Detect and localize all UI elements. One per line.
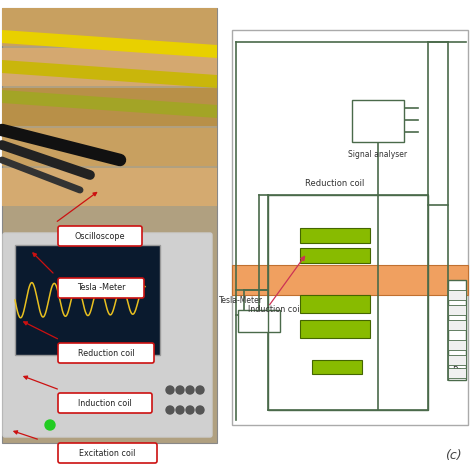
Text: Induction coil: Induction coil bbox=[78, 399, 132, 408]
FancyBboxPatch shape bbox=[3, 233, 212, 437]
Bar bbox=[448, 280, 466, 380]
Text: Reduction coil: Reduction coil bbox=[305, 179, 365, 188]
Bar bbox=[2, 128, 217, 166]
Circle shape bbox=[176, 386, 184, 394]
Text: Oscilloscope: Oscilloscope bbox=[75, 231, 125, 240]
Bar bbox=[300, 248, 370, 263]
Text: Po: Po bbox=[452, 366, 462, 375]
Bar bbox=[448, 340, 466, 350]
Polygon shape bbox=[2, 90, 217, 118]
FancyBboxPatch shape bbox=[58, 343, 154, 363]
FancyBboxPatch shape bbox=[58, 393, 152, 413]
Circle shape bbox=[196, 406, 204, 414]
Circle shape bbox=[186, 406, 194, 414]
Bar bbox=[448, 305, 466, 315]
Bar bbox=[232, 30, 468, 425]
Text: Excitation coil: Excitation coil bbox=[79, 448, 136, 457]
Text: Tesla -Meter: Tesla -Meter bbox=[77, 283, 125, 292]
FancyBboxPatch shape bbox=[58, 443, 157, 463]
Bar bbox=[300, 320, 370, 338]
Bar bbox=[300, 295, 370, 313]
Circle shape bbox=[196, 386, 204, 394]
FancyBboxPatch shape bbox=[58, 226, 142, 246]
Text: Induction coil: Induction coil bbox=[248, 306, 302, 315]
Bar bbox=[15, 245, 160, 355]
Polygon shape bbox=[2, 30, 217, 58]
Circle shape bbox=[45, 420, 55, 430]
Bar bbox=[312, 360, 362, 374]
Bar bbox=[238, 310, 280, 332]
Polygon shape bbox=[2, 60, 217, 88]
Text: Reduction coil: Reduction coil bbox=[78, 348, 134, 357]
Text: Signal analyser: Signal analyser bbox=[348, 150, 408, 159]
Circle shape bbox=[166, 406, 174, 414]
Bar bbox=[2, 8, 217, 443]
Bar bbox=[352, 100, 404, 142]
Circle shape bbox=[166, 386, 174, 394]
Bar bbox=[448, 290, 466, 300]
Bar bbox=[268, 195, 428, 410]
Bar bbox=[2, 8, 217, 46]
Bar bbox=[2, 88, 217, 126]
Text: Tesla-Meter: Tesla-Meter bbox=[219, 296, 263, 305]
Circle shape bbox=[186, 386, 194, 394]
Bar bbox=[448, 355, 466, 365]
Circle shape bbox=[176, 406, 184, 414]
Text: (c): (c) bbox=[446, 449, 462, 462]
Bar bbox=[300, 228, 370, 243]
FancyBboxPatch shape bbox=[58, 278, 144, 298]
Bar bbox=[2, 168, 217, 206]
Bar bbox=[448, 320, 466, 330]
Bar bbox=[232, 265, 468, 295]
Bar bbox=[2, 48, 217, 86]
Bar bbox=[448, 368, 466, 378]
